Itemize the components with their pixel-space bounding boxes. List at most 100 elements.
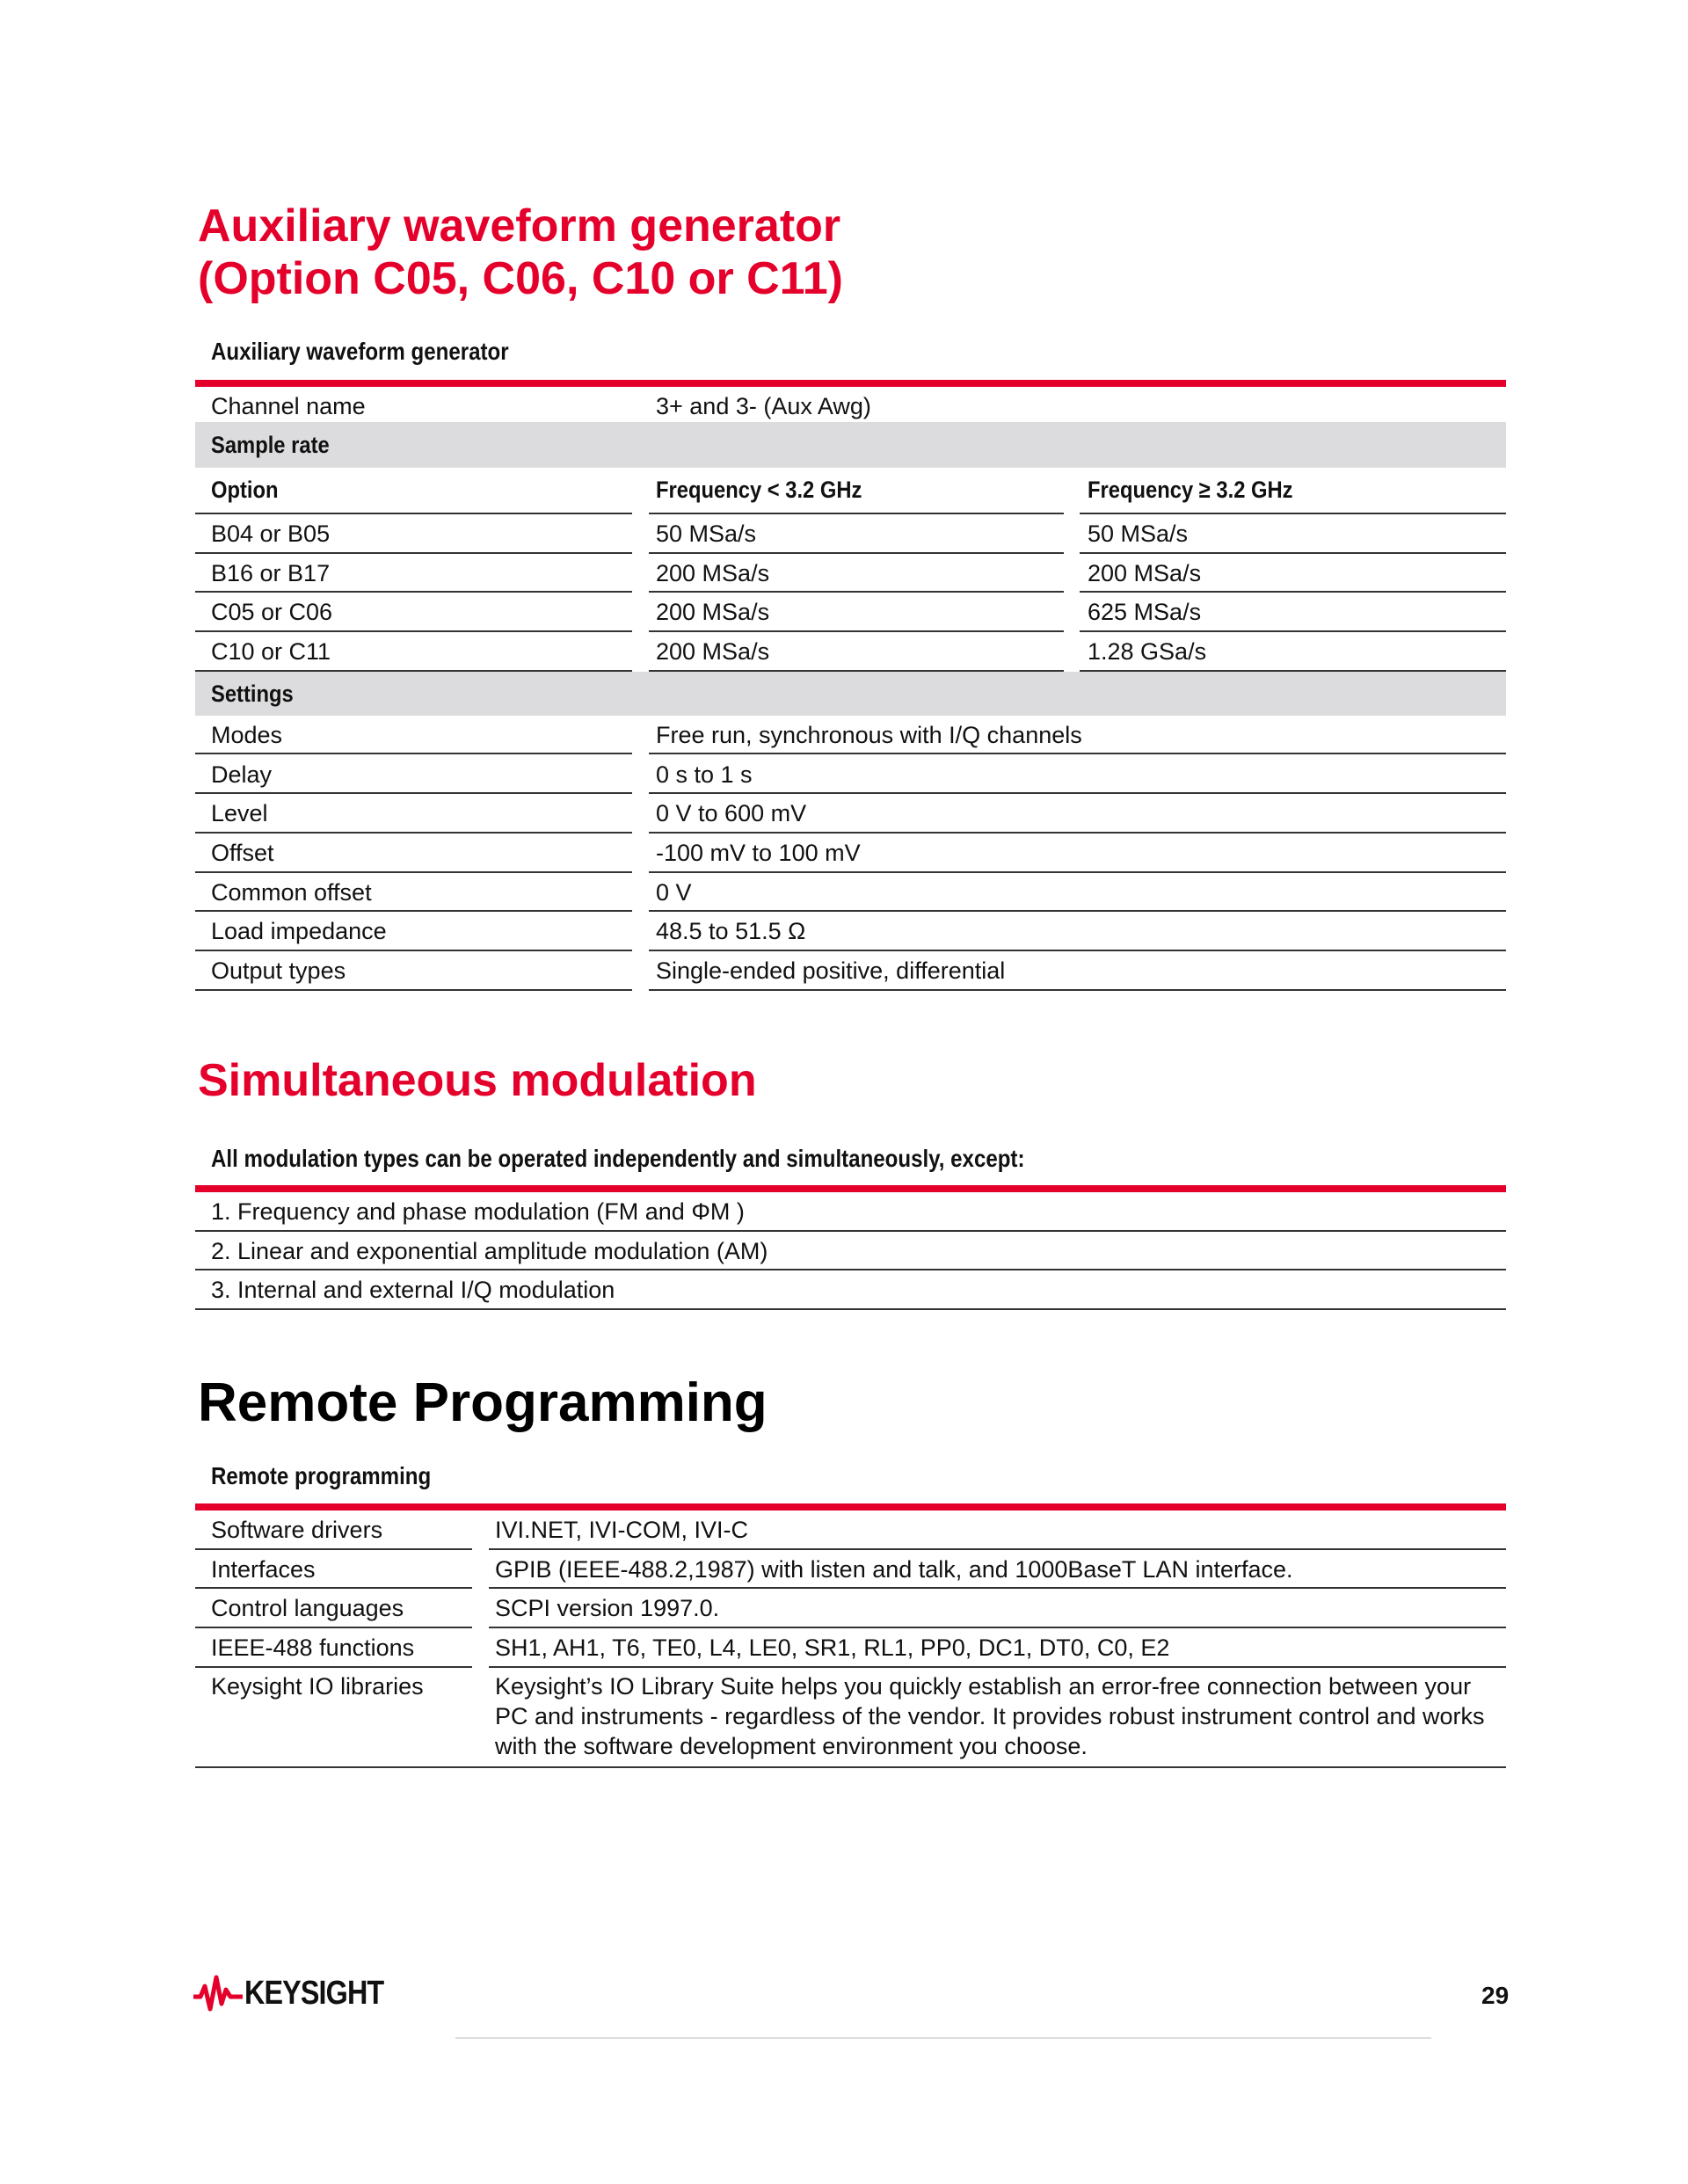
row-divider [195, 753, 632, 755]
table-cell: IEEE-488 functions [211, 1634, 415, 1662]
table-cell: 0 V [656, 878, 692, 906]
table-cell: Common offset [211, 878, 372, 906]
page-number: 29 [1481, 1982, 1510, 2009]
row-divider [195, 831, 632, 834]
row-divider [649, 669, 1064, 672]
row-divider [649, 551, 1064, 554]
table-cell: C05 or C06 [211, 599, 333, 626]
row-divider [195, 1765, 1506, 1768]
column-header: Frequency < 3.2 GHz [656, 477, 862, 503]
settings-row: Delay 0 s to 1 s [195, 755, 1506, 795]
remote-programming-row: Interfaces GPIB (IEEE-488.2,1987) with li… [195, 1550, 1506, 1590]
table-cell: Free run, synchronous with I/Q channels [656, 721, 1082, 748]
modulation-exception-item: 3. Internal and external I/Q modulation [195, 1270, 1506, 1311]
table-caption: Auxiliary waveform generator [211, 338, 509, 365]
table-cell: 200 MSa/s [656, 599, 770, 626]
section-title-simultaneous-modulation: Simultaneous modulation [198, 1055, 757, 1106]
section-title-remote-programming: Remote Programming [198, 1372, 768, 1433]
settings-row: Load impedance 48.5 to 51.5 Ω [195, 912, 1506, 951]
row-divider [649, 831, 1506, 834]
logo-text: KEYSIGHT [244, 1974, 384, 2012]
row-divider [195, 1269, 1506, 1271]
table-caption: All modulation types can be operated ind… [211, 1145, 1025, 1172]
sample-rate-row: C05 or C06 200 MSa/s 625 MSa/s [195, 593, 1506, 633]
table-cell: 0 s to 1 s [656, 761, 753, 788]
channel-name-row: Channel name 3+ and 3- (Aux Awg) [195, 387, 1506, 422]
column-header: Frequency ≥ 3.2 GHz [1088, 477, 1293, 503]
sample-rate-row: B16 or B17 200 MSa/s 200 MSa/s [195, 554, 1506, 593]
row-divider [489, 1587, 1506, 1590]
row-divider [489, 1547, 1506, 1550]
row-divider [195, 1665, 472, 1668]
table-cell: 50 MSa/s [656, 521, 757, 547]
keysight-logo: KEYSIGHT [193, 1974, 408, 2013]
row-divider [195, 551, 632, 554]
table-cell: 200 MSa/s [1088, 559, 1202, 586]
row-divider [195, 591, 632, 593]
table-cell: Output types [211, 957, 346, 984]
modulation-exception-item: 2. Linear and exponential amplitude modu… [195, 1232, 1506, 1271]
section-title-aux-awg: Auxiliary waveform generator (Option C05… [198, 200, 843, 305]
row-divider [649, 988, 1506, 991]
row-divider [195, 1308, 1506, 1311]
table-cell: Control languages [211, 1595, 404, 1622]
table-cell: Modes [211, 721, 283, 748]
table-cell: 2. Linear and exponential amplitude modu… [211, 1237, 768, 1264]
keysight-wave-icon [193, 1975, 243, 2012]
row-divider [195, 988, 632, 991]
row-divider [195, 910, 632, 913]
row-divider [195, 870, 632, 873]
row-divider [195, 513, 632, 514]
table-cell: 0 V to 600 mV [656, 800, 807, 827]
table-header-bar [195, 380, 1506, 387]
settings-row: Level 0 V to 600 mV [195, 794, 1506, 834]
table-cell: Delay [211, 761, 273, 788]
table-cell: Software drivers [211, 1517, 383, 1543]
row-divider [649, 513, 1064, 514]
sample-rate-row: B04 or B05 50 MSa/s 50 MSa/s [195, 514, 1506, 554]
settings-row: Offset -100 mV to 100 mV [195, 834, 1506, 873]
table-cell: Offset [211, 839, 274, 866]
settings-row: Common offset 0 V [195, 873, 1506, 913]
table-header-bar [195, 1503, 1506, 1511]
table-cell: 3+ and 3- (Aux Awg) [656, 393, 871, 419]
settings-row: Output types Single-ended positive, diffe… [195, 951, 1506, 991]
remote-programming-row: Software drivers IVI.NET, IVI-COM, IVI-C [195, 1511, 1506, 1550]
title-line-1: Auxiliary waveform generator [198, 200, 841, 251]
table-cell: 50 MSa/s [1088, 521, 1189, 547]
table-cell: 200 MSa/s [656, 638, 770, 666]
row-divider [649, 870, 1506, 873]
table-cell: SH1, AH1, T6, TE0, L4, LE0, SR1, RL1, PP… [495, 1634, 1170, 1662]
column-header: Option [211, 477, 279, 503]
remote-programming-row: Keysight IO libraries Keysight’s IO Libra… [195, 1668, 1506, 1768]
row-divider [649, 630, 1064, 633]
table-cell: Interfaces [211, 1555, 316, 1583]
settings-row: Modes Free run, synchronous with I/Q chan… [195, 716, 1506, 755]
row-divider [195, 1587, 472, 1590]
row-divider [1080, 513, 1506, 514]
table-cell: -100 mV to 100 mV [656, 839, 861, 866]
table-cell: 1.28 GSa/s [1088, 638, 1207, 666]
row-divider [649, 753, 1506, 755]
table-cell: Keysight IO libraries [211, 1672, 424, 1700]
table-cell: Channel name [211, 393, 366, 419]
table-cell: Level [211, 800, 268, 827]
table-cell: B16 or B17 [211, 559, 331, 586]
row-divider [195, 630, 632, 633]
row-divider [649, 949, 1506, 951]
row-divider [489, 1665, 1506, 1668]
row-divider [195, 669, 632, 672]
table-cell: 200 MSa/s [656, 559, 770, 586]
table-cell: GPIB (IEEE-488.2,1987) with listen and t… [495, 1555, 1293, 1583]
row-divider [195, 792, 632, 795]
table-cell: 48.5 to 51.5 Ω [656, 918, 806, 945]
row-divider [1080, 669, 1506, 672]
table-cell: Single-ended positive, differential [656, 957, 1006, 984]
table-cell: SCPI version 1997.0. [495, 1595, 720, 1622]
sample-rate-row: C10 or C11 200 MSa/s 1.28 GSa/s [195, 632, 1506, 672]
section-heading: Sample rate [211, 432, 330, 458]
title-line-2: (Option C05, C06, C10 or C11) [198, 253, 843, 304]
column-header-row: Option Frequency < 3.2 GHz Frequency ≥ 3.2… [195, 468, 1506, 514]
row-divider [489, 1627, 1506, 1629]
row-divider [649, 591, 1064, 593]
